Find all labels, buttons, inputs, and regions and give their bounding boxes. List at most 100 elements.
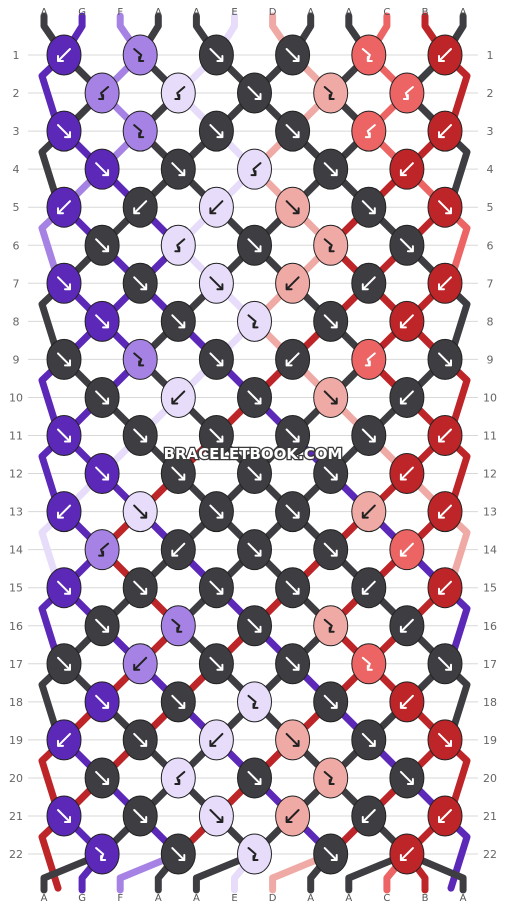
knot (84, 72, 120, 114)
knot-direction-arrow (209, 504, 224, 519)
knot (237, 681, 272, 723)
knot-direction-arrow (285, 580, 300, 595)
knot (313, 529, 349, 571)
knot (46, 719, 82, 761)
knot-direction-arrow (209, 276, 224, 291)
knot (122, 338, 158, 380)
knot (122, 262, 158, 304)
knot (122, 719, 158, 761)
knot-direction-arrow (399, 542, 414, 557)
row-label-right: 22 (483, 848, 497, 861)
knot-direction-arrow (285, 124, 300, 139)
knot-direction-arrow (171, 466, 186, 481)
knot (427, 338, 463, 380)
strand-letter-bottom: A (193, 893, 200, 904)
knot (351, 338, 387, 380)
strand-letter-bottom: F (117, 893, 123, 904)
knot-direction-arrow (399, 238, 414, 253)
knot-direction-arrow (174, 770, 186, 785)
knot (46, 567, 82, 609)
knot-direction-arrow (399, 770, 414, 785)
knot-direction-arrow (95, 618, 110, 633)
knot (46, 643, 82, 685)
knot-direction-arrow (95, 390, 110, 405)
knot (275, 34, 311, 76)
row-label-right: 19 (483, 734, 497, 747)
knot-direction-arrow (171, 542, 186, 557)
knot (160, 757, 196, 799)
knot (122, 415, 158, 456)
knot-direction-arrow (247, 390, 262, 405)
knot-direction-arrow (361, 428, 376, 443)
strand-bottom-thread (269, 850, 335, 894)
knot-direction-arrow (285, 48, 300, 62)
knot-direction-arrow (247, 86, 262, 101)
knot-direction-arrow (285, 809, 300, 823)
knot (160, 376, 196, 418)
knot-direction-arrow (171, 847, 186, 862)
row-label-left: 8 (13, 315, 20, 328)
knot-direction-arrow (133, 809, 148, 823)
knot (198, 795, 234, 837)
knot (84, 757, 120, 799)
strand-letter-bottom: G (78, 893, 86, 904)
knot (351, 262, 387, 304)
knot-direction-arrow (399, 314, 414, 329)
row-label-right: 6 (487, 239, 494, 252)
knot-direction-arrow (399, 847, 414, 862)
knot (160, 224, 196, 266)
row-label-left: 21 (9, 810, 23, 823)
row-label-right: 11 (483, 430, 497, 443)
knot (46, 338, 82, 380)
knot (313, 605, 349, 647)
row-label-left: 20 (9, 772, 23, 785)
knot-direction-arrow (323, 162, 338, 177)
row-label-left: 2 (13, 87, 20, 100)
row-label-left: 19 (9, 734, 23, 747)
knot-direction-arrow (323, 770, 335, 785)
strand-letter-bottom: A (307, 893, 314, 904)
row-label-right: 4 (487, 163, 494, 176)
knot-direction-arrow (209, 656, 224, 671)
strand-letters: A G F A A E D A A C B A A G F A A E D A A C B A (41, 7, 467, 904)
knot (160, 300, 196, 342)
knot-direction-arrow (285, 352, 300, 367)
knot (427, 567, 463, 609)
knot-direction-arrow (285, 656, 300, 671)
row-label-left: 1 (13, 49, 20, 62)
knot-direction-arrow (57, 580, 71, 595)
row-label-left: 4 (13, 163, 20, 176)
knot-direction-arrow (438, 656, 452, 671)
knot (351, 110, 387, 152)
knot-direction-arrow (438, 276, 452, 291)
knot-direction-arrow (95, 466, 110, 481)
row-label-right: 15 (483, 582, 497, 595)
knot (275, 262, 311, 304)
strand-letter-top: A (41, 7, 48, 18)
knot (198, 491, 234, 533)
knot (427, 491, 463, 533)
knot-direction-arrow (438, 732, 452, 747)
strand-letter-top: A (193, 7, 200, 18)
knot (84, 300, 120, 342)
knot-direction-arrow (438, 504, 452, 519)
knot-direction-arrow (171, 618, 183, 633)
knot-direction-arrow (323, 542, 338, 557)
knot-direction-arrow (364, 124, 376, 139)
knot (84, 529, 120, 571)
knot-direction-arrow (399, 466, 414, 481)
knot-direction-arrow (133, 352, 145, 367)
knot-direction-arrow (247, 618, 262, 633)
knot-direction-arrow (95, 314, 110, 329)
row-label-right: 16 (483, 620, 497, 633)
knot (389, 376, 425, 418)
knot-direction-arrow (95, 694, 110, 709)
knot (160, 148, 196, 190)
knot (198, 186, 234, 228)
row-label-left: 3 (13, 125, 20, 138)
knot (389, 605, 425, 647)
knot-direction-arrow (133, 656, 148, 671)
knot-direction-arrow (133, 124, 145, 139)
strand-letter-bottom: A (345, 893, 352, 904)
